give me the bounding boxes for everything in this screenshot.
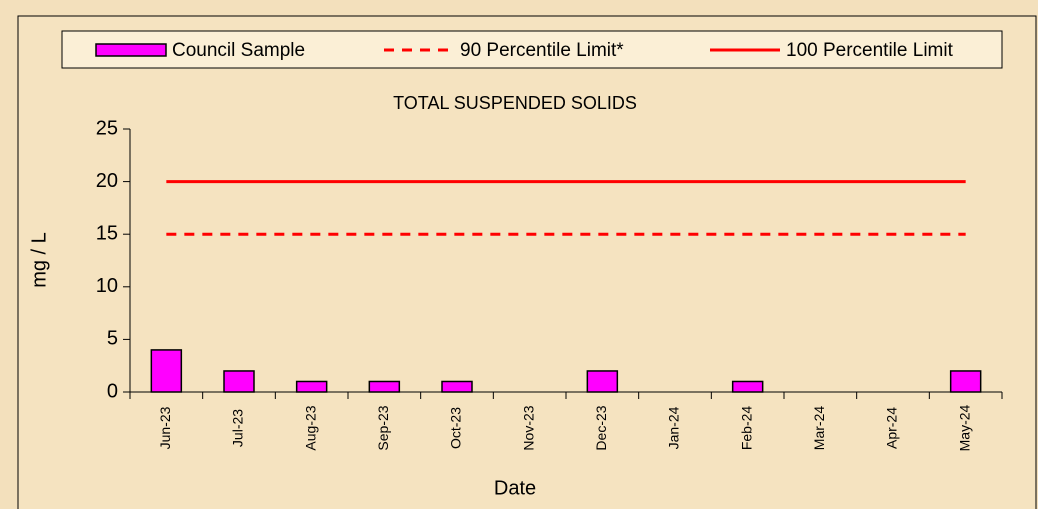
bar: [295, 380, 328, 393]
legend-swatch: [95, 43, 167, 57]
legend-label: Council Sample: [172, 40, 305, 61]
bar: [441, 380, 473, 393]
bar: [223, 370, 255, 393]
x-tick-label: May-24: [956, 404, 972, 451]
y-tick-label: 5: [107, 328, 118, 350]
x-tick-label: Nov-23: [520, 405, 536, 450]
x-axis-label: Date: [494, 477, 536, 499]
x-tick-label: Dec-23: [593, 405, 609, 450]
y-tick-label: 20: [96, 170, 118, 192]
x-tick-label: Apr-24: [884, 407, 900, 449]
y-tick-label: 0: [107, 380, 118, 402]
chart-area: [17, 15, 1037, 509]
x-tick-label: Mar-24: [811, 406, 827, 451]
legend-label: 100 Percentile Limit: [786, 40, 954, 61]
x-tick-label: Oct-23: [448, 407, 464, 449]
bar: [586, 370, 619, 393]
y-tick-label: 15: [96, 222, 118, 244]
x-tick-label: Jun-23: [157, 406, 173, 449]
bar: [150, 349, 183, 393]
x-tick-label: Jul-23: [230, 409, 246, 447]
bar: [731, 380, 764, 393]
x-tick-label: Aug-23: [302, 405, 318, 450]
x-tick-label: Feb-24: [738, 406, 754, 451]
x-tick-label: Jan-24: [666, 406, 682, 449]
y-tick-label: 10: [96, 275, 118, 297]
bar: [949, 370, 982, 393]
bar: [368, 380, 401, 393]
y-axis-label: mg / L: [28, 232, 50, 288]
legend-box: [61, 30, 1003, 69]
chart-title: TOTAL SUSPENDED SOLIDS: [393, 93, 637, 113]
y-tick-label: 25: [96, 117, 118, 139]
legend-label: 90 Percentile Limit*: [460, 40, 624, 61]
x-tick-label: Sep-23: [375, 405, 391, 450]
